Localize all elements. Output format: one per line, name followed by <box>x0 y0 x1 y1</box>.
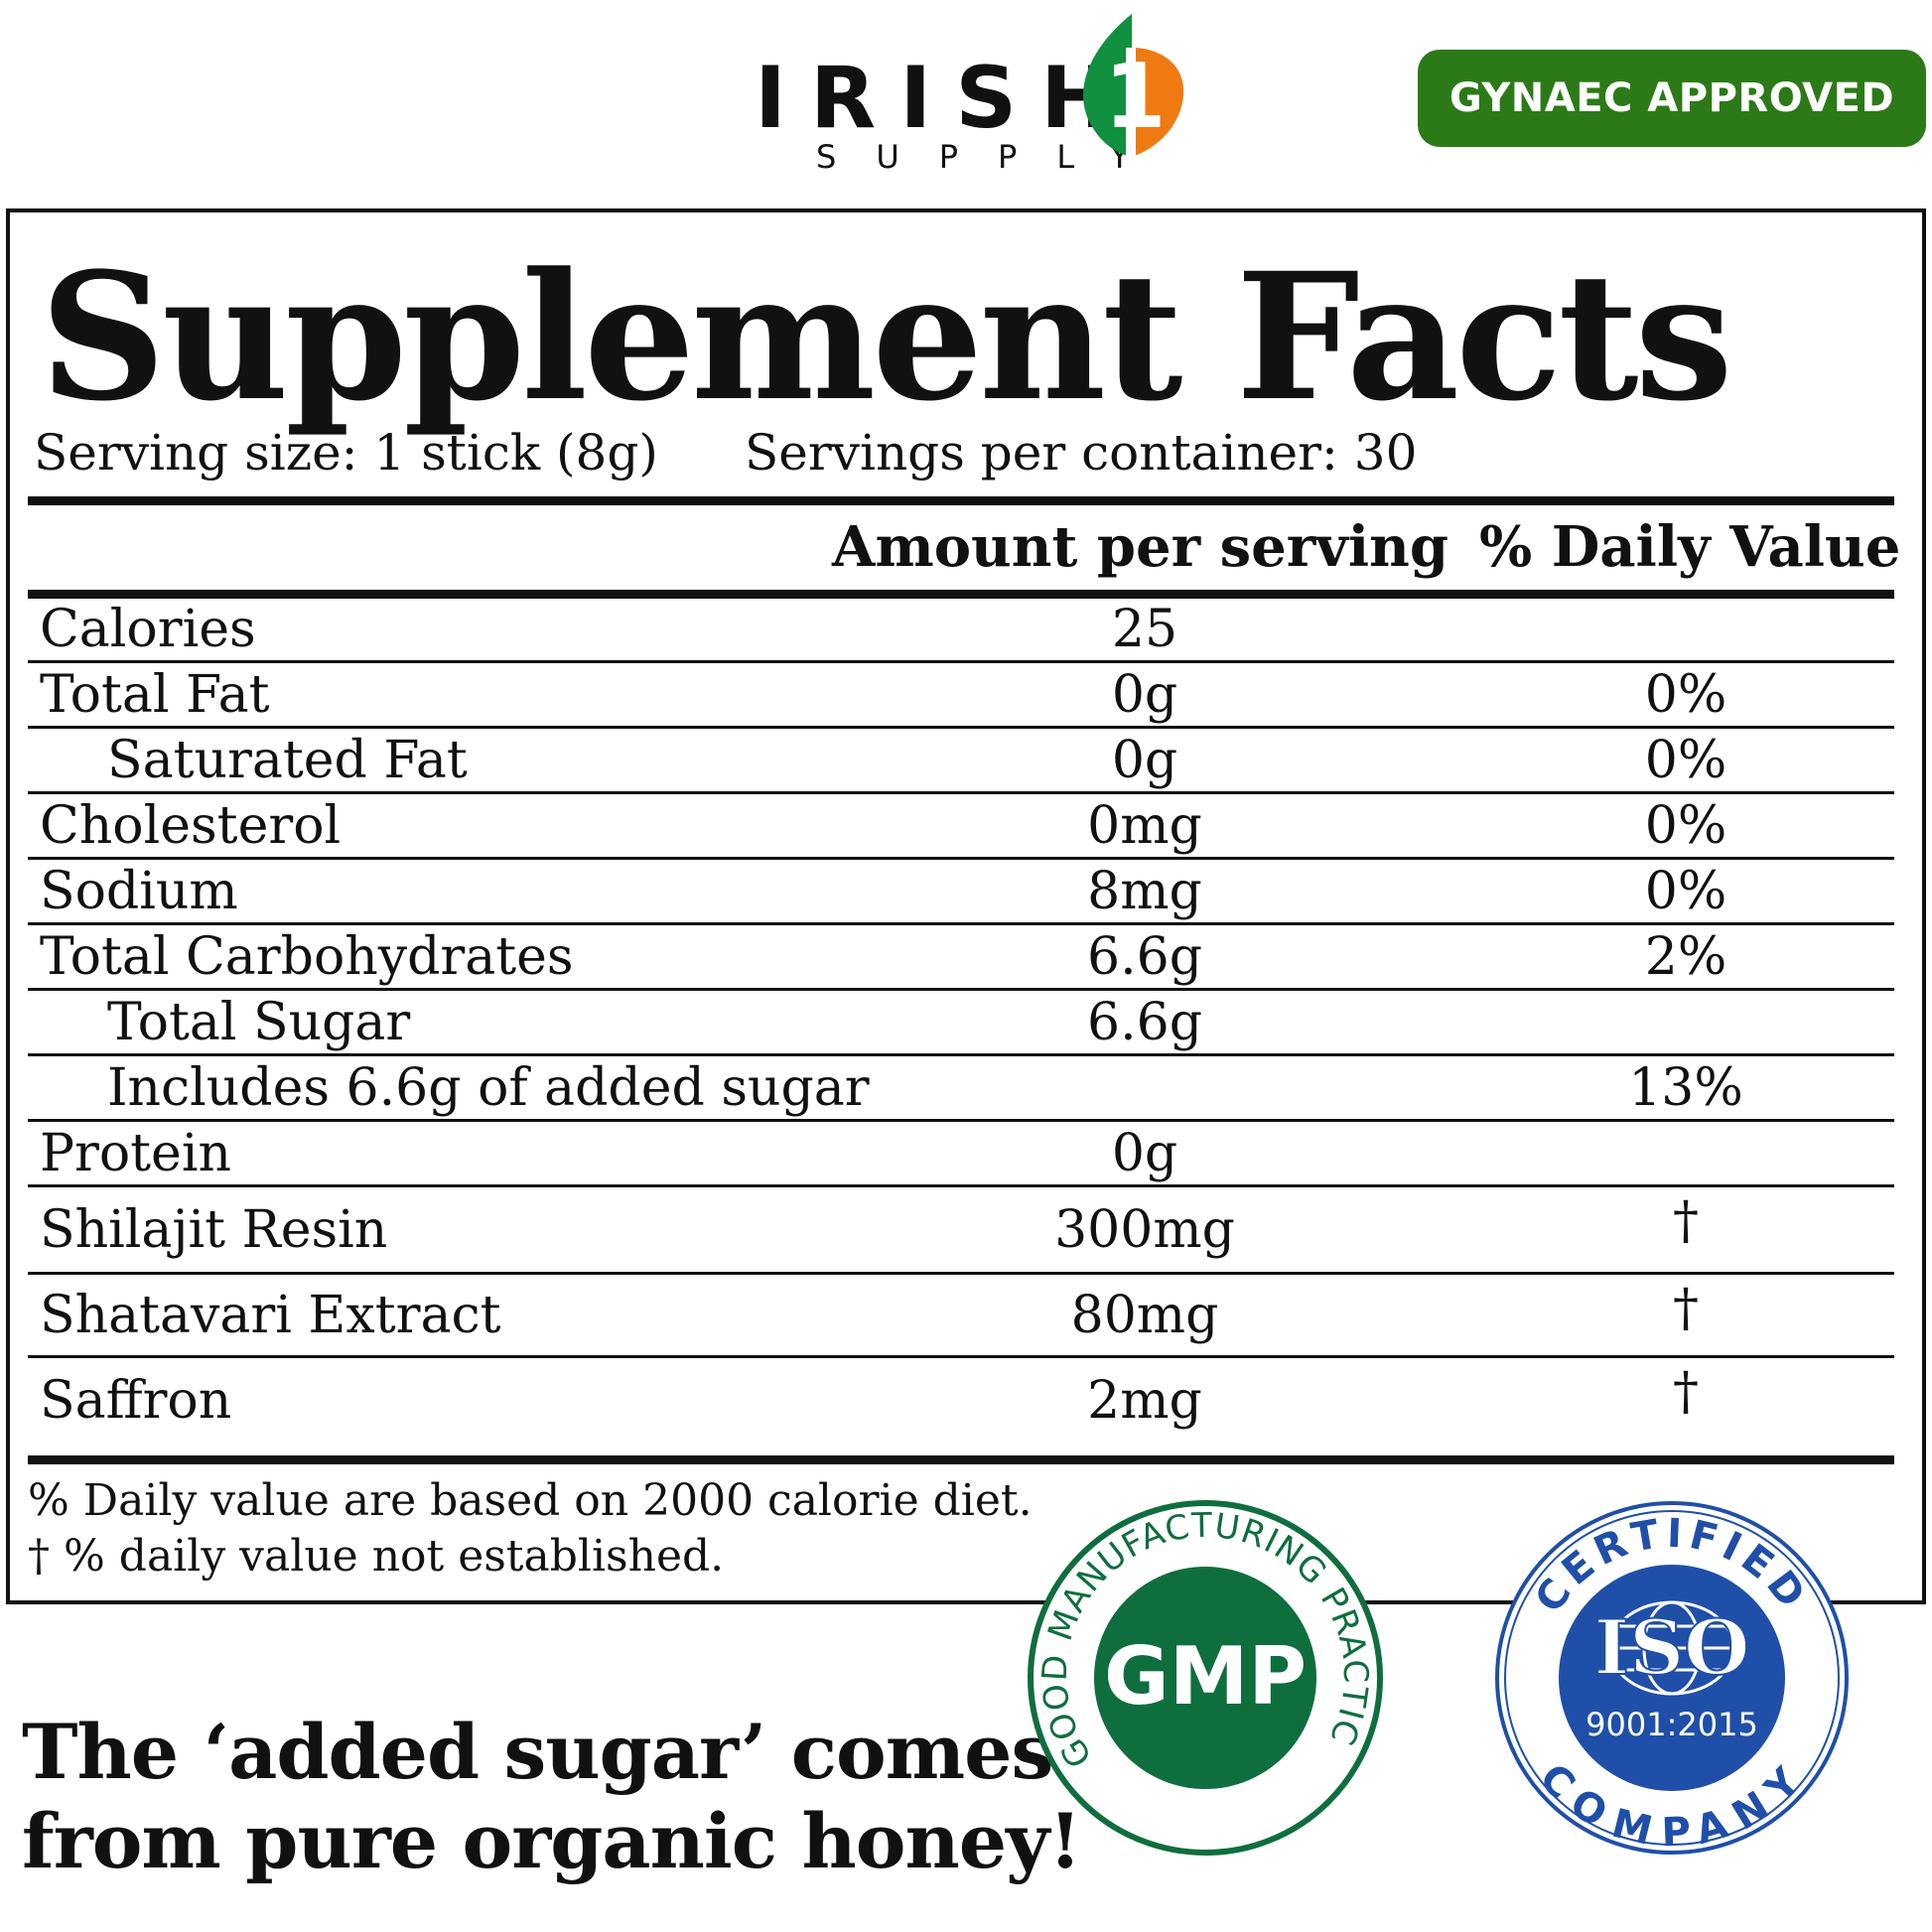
amount-per-serving: 2mg <box>1087 1371 1202 1431</box>
table-row: Saffron 2mg † <box>28 1358 1894 1444</box>
gmp-seal-icon: GOOD MANUFACTURING PRACTICE GMP <box>1027 1499 1383 1856</box>
footnote-dagger: † % daily value not established. <box>28 1531 725 1582</box>
globe-icon <box>1608 1600 1735 1696</box>
amount-per-serving: 0g <box>1111 1123 1178 1183</box>
table-row: Total Carbohydrates 6.6g 2% <box>28 925 1894 991</box>
daily-value: † <box>1673 1191 1699 1251</box>
nutrient-name: Shilajit Resin <box>40 1199 388 1260</box>
table-row: Total Sugar 6.6g <box>28 991 1894 1056</box>
honey-tagline: The ‘added sugar’ comes from pure organi… <box>22 1708 1082 1885</box>
amount-per-serving: 80mg <box>1070 1285 1219 1345</box>
daily-value: 0% <box>1644 730 1727 790</box>
iso-center-text: ISO <box>1594 1603 1750 1692</box>
table-row: Saturated Fat 0g 0% <box>28 729 1894 794</box>
servings-per-container: Servings per container: 30 <box>745 424 1418 482</box>
amount-per-serving: 0mg <box>1087 795 1202 856</box>
brand-logo: IRISH SUPPLY 1 <box>755 8 1184 173</box>
brand-name: IRISH <box>755 49 1137 148</box>
gynaec-approved-badge: GYNAEC APPROVED <box>1418 50 1926 147</box>
table-row: Calories 25 <box>28 598 1894 663</box>
tagline-line-1: The ‘added sugar’ comes <box>22 1708 1053 1796</box>
daily-value: 2% <box>1644 926 1727 987</box>
footnote-daily-value: % Daily value are based on 2000 calorie … <box>28 1475 1033 1526</box>
daily-value: 0% <box>1644 861 1727 921</box>
table-row: Sodium 8mg 0% <box>28 860 1894 925</box>
amount-per-serving: 0g <box>1111 664 1178 725</box>
daily-value: † <box>1673 1279 1699 1338</box>
table-row: Cholesterol 0mg 0% <box>28 794 1894 860</box>
nutrient-name: Saturated Fat <box>107 730 468 790</box>
brand-drop-icon: 1 <box>1083 14 1184 157</box>
amount-per-serving: 0g <box>1111 730 1178 790</box>
daily-value: † <box>1673 1362 1699 1422</box>
divider-thick <box>28 590 1894 599</box>
nutrient-name: Total Carbohydrates <box>40 926 574 987</box>
amount-per-serving: 6.6g <box>1087 926 1202 987</box>
daily-value: 0% <box>1644 664 1727 725</box>
gmp-center-text: GMP <box>1104 1630 1307 1723</box>
nutrient-name: Total Sugar <box>107 992 411 1052</box>
table-row: Total Fat 0g 0% <box>28 663 1894 729</box>
brand-subtitle: SUPPLY <box>816 138 1170 176</box>
iso-standard-text: 9001:2015 <box>1586 1706 1758 1743</box>
amount-per-serving: 8mg <box>1087 861 1202 921</box>
nutrient-name: Protein <box>40 1123 231 1183</box>
nutrient-name: Shatavari Extract <box>40 1285 501 1345</box>
nutrient-name: Total Fat <box>40 664 270 725</box>
tagline-line-2: from pure organic honey! <box>22 1796 1082 1885</box>
divider-thick <box>28 496 1894 505</box>
daily-value: 13% <box>1628 1057 1743 1118</box>
amount-per-serving: 25 <box>1111 599 1178 659</box>
brand-mark-letter: 1 <box>1104 45 1167 149</box>
table-row: Shatavari Extract 80mg † <box>28 1275 1894 1358</box>
nutrient-name: Calories <box>40 599 256 659</box>
column-header-amount: Amount per serving <box>832 514 1449 580</box>
amount-per-serving: 300mg <box>1054 1199 1235 1260</box>
table-row: Includes 6.6g of added sugar 13% <box>28 1056 1894 1122</box>
nutrient-name: Sodium <box>40 861 238 921</box>
nutrient-name: Cholesterol <box>40 795 342 856</box>
nutrient-name: Saffron <box>40 1371 232 1431</box>
supplement-facts-panel: Supplement Facts Serving size: 1 stick (… <box>6 208 1926 1604</box>
facts-title: Supplement Facts <box>40 234 1733 440</box>
facts-table: Calories 25 Total Fat 0g 0% Saturated Fat 0g 0%… <box>28 598 1894 1444</box>
table-row: Protein 0g <box>28 1122 1894 1187</box>
iso-seal-icon: CERTIFIED COMPANY ISO 9001:2015 <box>1495 1501 1849 1856</box>
nutrient-name: Includes 6.6g of added sugar <box>107 1057 870 1118</box>
divider-thick <box>28 1455 1894 1464</box>
daily-value: 0% <box>1644 795 1727 856</box>
column-header-daily-value: % Daily Value <box>1479 514 1901 580</box>
serving-size: Serving size: 1 stick (8g) <box>34 424 658 482</box>
amount-per-serving: 6.6g <box>1087 992 1202 1052</box>
table-row: Shilajit Resin 300mg † <box>28 1187 1894 1275</box>
